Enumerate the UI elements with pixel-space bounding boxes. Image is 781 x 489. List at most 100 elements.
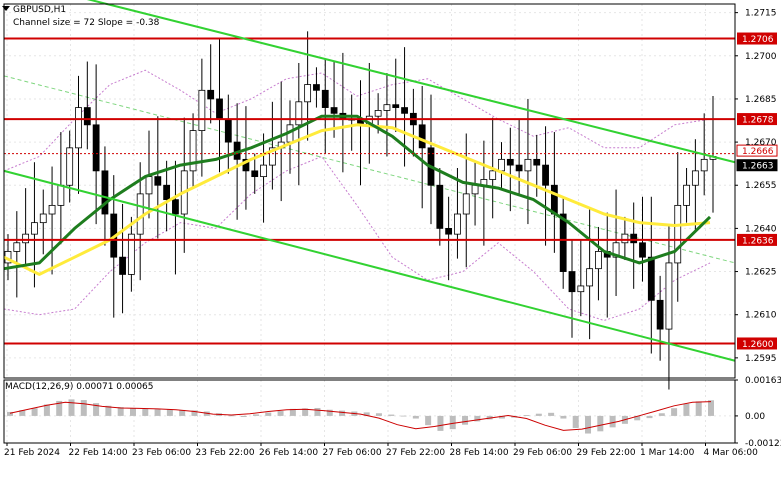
macd-histogram-bar (43, 404, 50, 416)
price-level-label: 1.2706 (742, 35, 774, 45)
channel-upper-line (86, 0, 736, 164)
ask-price-label: 1.2666 (742, 147, 774, 157)
candle-body (48, 204, 56, 215)
macd-histogram-bar (708, 400, 714, 416)
price-tick-label: 1.2685 (745, 95, 777, 105)
candle-body (260, 164, 267, 178)
chart-info: GBPUSD,H1 Channel size = 72 Slope = -0.3… (2, 5, 160, 392)
bid-price-tag (736, 159, 778, 172)
candle-body (621, 233, 629, 244)
price-tick-label: 1.2700 (745, 52, 777, 62)
candle-body (242, 158, 250, 172)
candle-body (489, 170, 497, 180)
candle-body (647, 256, 655, 301)
macd-histogram-bar (388, 414, 395, 416)
price-panel-border (3, 3, 736, 379)
collapse-triangle-icon[interactable] (2, 6, 10, 11)
candle-body (683, 184, 690, 206)
candle-body (568, 271, 576, 293)
candle-body (13, 242, 21, 252)
macd-histogram-bar (671, 408, 678, 416)
price-tick-label: 1.2715 (745, 9, 777, 19)
macd-histogram-bar (7, 411, 13, 416)
price-tick-label: 1.2655 (745, 181, 777, 191)
macd-histogram-bar (314, 407, 321, 416)
macd-histogram-bar (375, 413, 382, 416)
price-tick-label: 1.2640 (745, 224, 777, 234)
candle-body (31, 222, 38, 235)
candle-body (22, 233, 30, 244)
time-tick-label: 23 Feb 06:00 (132, 448, 191, 458)
candle-body (268, 147, 276, 166)
macd-histogram-bar (154, 409, 161, 416)
macd-histogram-bar (548, 412, 555, 416)
macd-histogram-bar (56, 400, 63, 416)
price-candles (4, 31, 717, 390)
macd-histogram-bar (19, 410, 26, 416)
macd-histogram-bar (240, 415, 247, 418)
macd-histogram-bar (683, 403, 690, 416)
time-tick-label: 27 Feb 22:00 (386, 448, 445, 458)
macd-histogram-bar (535, 413, 542, 416)
bollinger-bands (3, 69, 711, 322)
time-axis: 21 Feb 2024 22 Feb 14:00 23 Feb 06:00 23 Fe… (4, 443, 758, 458)
candle-body (321, 89, 329, 108)
macd-histogram-bar (572, 415, 579, 429)
candle-body (172, 199, 179, 215)
candle-body (586, 268, 594, 287)
candle-body (674, 204, 682, 264)
chart-frame (3, 3, 736, 444)
macd-histogram-bar (265, 412, 272, 416)
macd-histogram-bar (80, 400, 87, 416)
candle-body (436, 184, 444, 229)
macd-histogram-bar (449, 415, 456, 430)
chart-title: GBPUSD,H1 (13, 5, 66, 15)
macd-histogram-bar (326, 409, 333, 416)
candle-body (401, 107, 408, 114)
candle-body (136, 193, 144, 235)
macd-histogram-bar (289, 408, 296, 416)
price-level-tag (737, 32, 777, 45)
macd-histogram-bar (437, 415, 444, 431)
candle-body (665, 262, 673, 330)
time-tick-label: 27 Feb 06:00 (323, 448, 382, 458)
candle-body (498, 158, 505, 172)
candle-body (700, 158, 708, 172)
price-level-label: 1.2600 (742, 340, 774, 350)
price-level-tag (737, 113, 777, 126)
time-tick-label: 22 Feb 14:00 (69, 448, 128, 458)
macd-histogram-bar (129, 407, 136, 416)
candle-body (454, 213, 461, 235)
candle-body (313, 84, 320, 91)
macd-histogram-bar (695, 401, 702, 416)
candle-body (445, 227, 453, 235)
trend-channel (3, 0, 736, 362)
candle-body (471, 184, 479, 195)
candle-body (506, 158, 514, 166)
price-tick-label: 1.2610 (745, 311, 777, 321)
candle-body (612, 242, 620, 258)
price-level-tag (737, 233, 777, 246)
macd-tick-label: 0.00163 (745, 376, 781, 386)
candle-body (75, 107, 82, 149)
macd-title: MACD(12,26,9) 0.00071 0.00065 (5, 382, 154, 392)
macd-panel-border (3, 379, 736, 444)
candle-body (533, 158, 541, 166)
time-tick-label: 1 Mar 14:00 (640, 448, 695, 458)
time-tick-label: 29 Feb 06:00 (513, 448, 572, 458)
price-tick-label: 1.2595 (745, 354, 777, 364)
macd-histogram-bar (474, 415, 481, 422)
macd-histogram-bar (658, 413, 665, 416)
macd-histogram-bar (105, 405, 112, 416)
support-resistance-levels: 1.2706 1.2678 1.2636 1.2600 1.2666 1.2663 (4, 32, 778, 350)
candle-body (154, 176, 162, 186)
time-tick-label: 29 Feb 22:00 (577, 448, 636, 458)
moving-averages (3, 114, 712, 276)
macd-histogram-bar (363, 412, 370, 416)
candle-body (119, 256, 126, 275)
candle-body (251, 170, 259, 178)
candle-body (66, 147, 74, 186)
price-tick-label: 1.2670 (745, 138, 777, 148)
yellow-moving-average (3, 123, 711, 276)
macd-histogram-bar (560, 415, 567, 419)
